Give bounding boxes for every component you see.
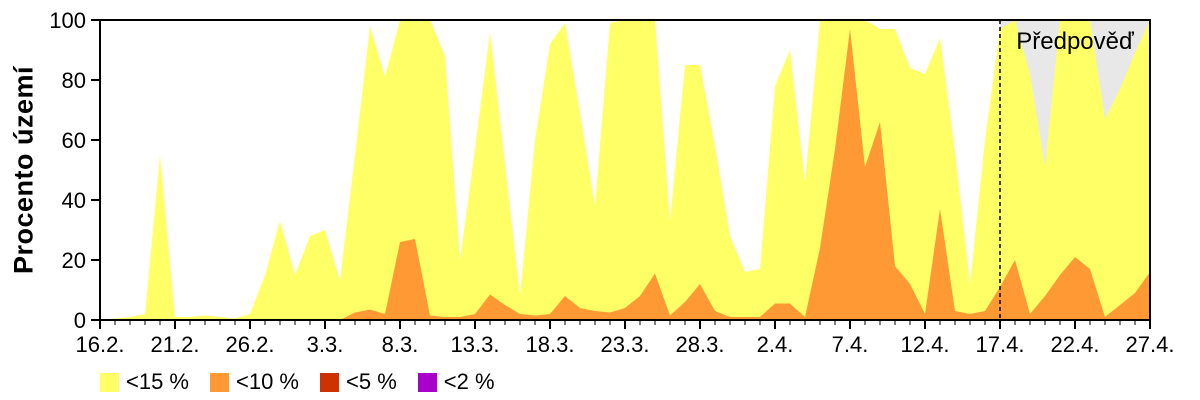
- x-tick-label: 12.4.: [901, 332, 950, 357]
- legend-label-lt10: <10 %: [236, 369, 299, 394]
- x-tick-label: 17.4.: [976, 332, 1025, 357]
- x-tick-label: 7.4.: [832, 332, 869, 357]
- y-tick-label: 40: [62, 188, 86, 213]
- x-tick-label: 8.3.: [382, 332, 419, 357]
- y-tick-label: 80: [62, 68, 86, 93]
- x-tick-label: 28.3.: [676, 332, 725, 357]
- legend-label-lt5: <5 %: [346, 369, 397, 394]
- x-tick-label: 3.3.: [307, 332, 344, 357]
- x-tick-label: 23.3.: [601, 332, 650, 357]
- x-tick-label: 2.4.: [757, 332, 794, 357]
- x-tick-label: 13.3.: [451, 332, 500, 357]
- legend-item-lt10: <10 %: [210, 371, 299, 393]
- area-1: [100, 29, 1150, 320]
- legend-label-lt2: <2 %: [443, 369, 495, 394]
- y-tick-label: 60: [62, 128, 86, 153]
- x-tick-label: 21.2.: [151, 332, 200, 357]
- legend-item-lt5: <5 %: [320, 371, 397, 393]
- legend-swatch-lt5-icon: [320, 372, 339, 392]
- plot-border: [99, 19, 1151, 321]
- legend-label-lt15: <15 %: [126, 369, 189, 394]
- axis-tick-labels: 16.2. 21.2. 26.2. 3.3. 8.3. 13.3. 18.3. 23.3. 28…: [49, 8, 1174, 357]
- legend-swatch-lt10-icon: [210, 372, 229, 392]
- x-tick-label: 27.4.: [1126, 332, 1175, 357]
- y-tick-label: 0: [74, 308, 86, 333]
- area-series: [100, 20, 1150, 320]
- legend-swatch-lt2-icon: [417, 372, 437, 392]
- legend-item-lt15: <15 %: [100, 371, 189, 393]
- plot-area: 16.2. 21.2. 26.2. 3.3. 8.3. 13.3. 18.3. 23.3. 28…: [49, 8, 1174, 357]
- y-tick-label: 20: [62, 248, 86, 273]
- x-tick-label: 18.3.: [526, 332, 575, 357]
- area-0: [100, 20, 1150, 320]
- legend-swatch-lt15-icon: [100, 372, 119, 392]
- legend: <15 % <10 % <5 % <2 %: [0, 364, 1200, 400]
- x-tick-label: 16.2.: [76, 332, 125, 357]
- forecast-label: Předpověď: [1016, 28, 1134, 55]
- y-tick-label: 100: [49, 8, 86, 33]
- x-tick-label: 22.4.: [1051, 332, 1100, 357]
- legend-item-lt2: <2 %: [417, 369, 495, 394]
- x-tick-label: 26.2.: [226, 332, 275, 357]
